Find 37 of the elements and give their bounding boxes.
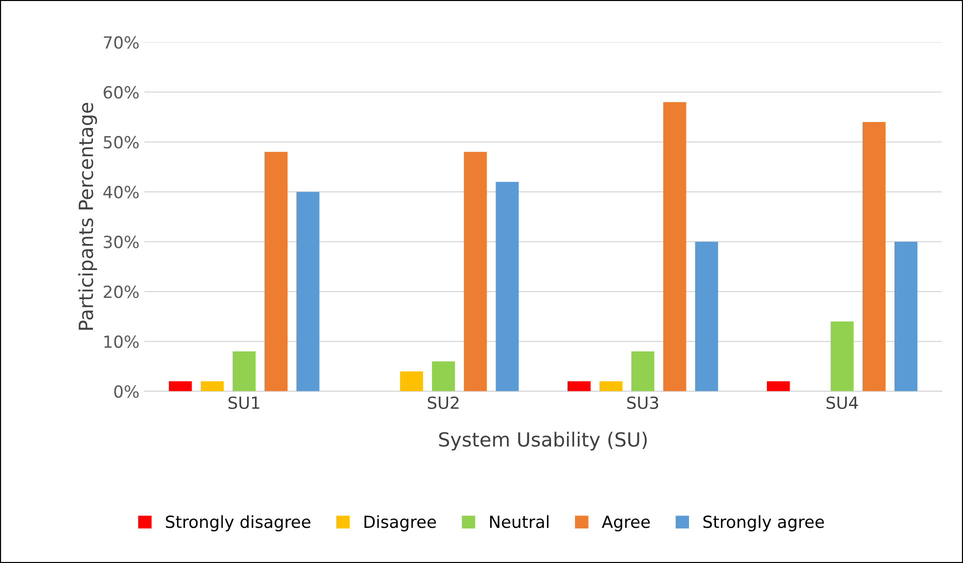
y-tick-label: 70% — [104, 36, 139, 49]
bar — [464, 152, 487, 392]
x-tick-label: SU1 — [228, 396, 260, 410]
y-tick-label: 40% — [103, 186, 139, 198]
y-tick-label: 0% — [114, 385, 139, 398]
y-tick-label: 10% — [104, 335, 139, 348]
x-tick-label: SU4 — [826, 396, 858, 410]
bar — [432, 361, 455, 392]
bar — [830, 321, 854, 392]
bar — [862, 122, 886, 392]
bar — [695, 242, 718, 392]
bar — [568, 381, 590, 392]
y-axis-title: Participants Percentage — [78, 102, 97, 330]
y-tick-label: 50% — [104, 136, 139, 149]
legend-label: Strongly disagree — [166, 515, 310, 532]
legend-label: Agree — [602, 516, 650, 532]
y-tick-label: 20% — [104, 286, 139, 298]
bar — [766, 381, 790, 392]
bar — [894, 242, 918, 392]
y-tick-label: 30% — [104, 236, 139, 248]
bar — [496, 182, 519, 392]
x-tick-label: SU3 — [627, 396, 658, 410]
bar — [400, 371, 424, 392]
bar — [599, 381, 622, 392]
y-tick-label: 60% — [104, 86, 139, 99]
bar — [296, 192, 320, 392]
x-tick-label: SU2 — [428, 396, 458, 410]
bar — [232, 351, 256, 392]
bar — [631, 351, 654, 392]
legend-label: Disagree — [364, 515, 436, 532]
bar — [200, 381, 224, 392]
bar — [168, 381, 192, 392]
bar — [663, 102, 686, 392]
bar — [264, 152, 288, 392]
legend-label: Neutral — [490, 515, 548, 528]
x-axis-title: System Usability (SU) — [439, 432, 647, 451]
legend-label: Strongly agree — [703, 515, 824, 532]
